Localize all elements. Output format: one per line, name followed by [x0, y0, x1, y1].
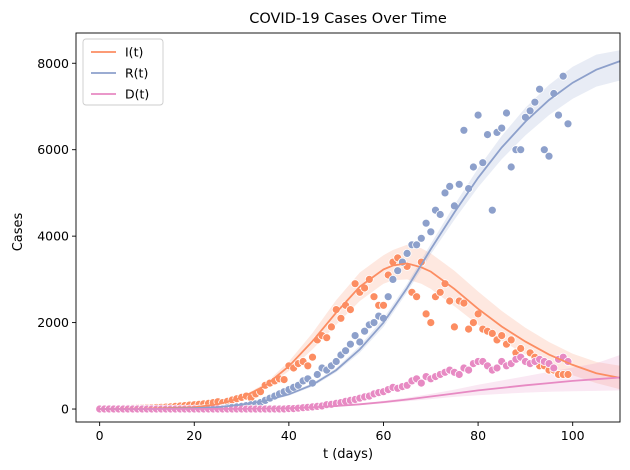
- x-tick-label: 40: [281, 428, 297, 443]
- data-point: [563, 119, 573, 129]
- data-point: [435, 210, 445, 219]
- y-tick-label: 8000: [37, 56, 69, 71]
- x-tick-label: 80: [470, 428, 486, 443]
- confidence-band: [99, 244, 620, 409]
- data-point: [426, 227, 436, 237]
- y-tick-label: 0: [61, 402, 69, 417]
- data-point: [506, 162, 516, 172]
- data-point: [388, 274, 398, 284]
- data-point: [369, 292, 379, 302]
- legend: I(t) R(t) D(t): [82, 38, 164, 106]
- data-point: [416, 233, 426, 243]
- data-point: [331, 357, 341, 366]
- data-point: [497, 331, 507, 341]
- data-point: [412, 240, 422, 250]
- data-point: [445, 296, 455, 306]
- data-point: [435, 287, 445, 297]
- data-point: [478, 158, 488, 168]
- data-point: [445, 181, 455, 191]
- data-point: [440, 188, 450, 198]
- data-point: [454, 370, 464, 379]
- data-point: [459, 125, 469, 135]
- x-axis: 0 20 40 60 80 100: [96, 422, 585, 443]
- data-point: [421, 309, 431, 319]
- data-point: [322, 333, 332, 343]
- confidence-band: [99, 355, 620, 409]
- data-point: [525, 106, 535, 116]
- legend-label: R(t): [125, 66, 148, 81]
- y-tick-label: 4000: [37, 229, 69, 244]
- data-point: [554, 110, 563, 120]
- y-axis: 0 2000 4000 6000 8000: [37, 56, 76, 417]
- data-point: [563, 370, 573, 379]
- data-point: [369, 318, 379, 328]
- data-point: [483, 130, 492, 140]
- data-point: [468, 162, 478, 172]
- data-point: [454, 179, 464, 189]
- data-point: [502, 108, 511, 118]
- data-point: [360, 326, 370, 336]
- data-point: [539, 145, 549, 155]
- data-point: [412, 292, 422, 302]
- data-point: [535, 84, 544, 94]
- x-tick-label: 100: [561, 428, 585, 443]
- axes-frame: [75, 32, 621, 423]
- x-tick-label: 20: [186, 428, 202, 443]
- legend-box: [82, 38, 164, 106]
- data-point: [402, 248, 412, 258]
- data-point: [326, 322, 336, 332]
- x-axis-label: t (days): [323, 447, 373, 462]
- data-point: [487, 205, 497, 215]
- data-point: [345, 339, 355, 349]
- data-point: [530, 97, 540, 107]
- x-tick-label: 60: [376, 428, 392, 443]
- y-tick-label: 2000: [37, 315, 69, 330]
- data-point: [487, 328, 497, 338]
- data-point: [336, 313, 346, 323]
- data-point: [393, 266, 403, 276]
- y-axis-label: Cases: [11, 212, 26, 251]
- data-point: [426, 318, 436, 328]
- data-point: [492, 363, 502, 373]
- data-point: [473, 110, 483, 120]
- fit-line: [99, 262, 621, 410]
- data-point: [308, 352, 317, 362]
- data-point: [440, 279, 450, 289]
- data-point: [549, 363, 559, 373]
- fit-line: [99, 376, 621, 410]
- data-point: [379, 300, 388, 310]
- data-point: [303, 361, 313, 371]
- axes-border: [75, 32, 621, 423]
- data-point: [383, 292, 393, 302]
- data-point: [350, 279, 360, 289]
- data-point: [350, 331, 360, 341]
- fit-line: [99, 60, 621, 410]
- data-point: [468, 318, 478, 328]
- data-point: [459, 298, 469, 308]
- data-point: [497, 123, 507, 133]
- data-point: [416, 378, 426, 388]
- data-point: [449, 322, 459, 332]
- data-point: [312, 370, 322, 379]
- legend-label: I(t): [125, 45, 143, 60]
- data-point: [279, 375, 289, 385]
- data-point: [544, 151, 554, 161]
- data-point: [421, 218, 431, 228]
- data-point: [558, 71, 568, 81]
- x-tick-label: 0: [96, 428, 104, 443]
- y-tick-label: 6000: [37, 142, 69, 157]
- data-point: [355, 337, 365, 347]
- data-point: [516, 344, 526, 353]
- data-point: [341, 346, 351, 356]
- legend-label: D(t): [125, 87, 149, 102]
- data-point: [506, 335, 516, 345]
- chart-title: COVID-19 Cases Over Time: [249, 11, 447, 27]
- data-point: [464, 324, 474, 334]
- plot-area: [95, 50, 621, 414]
- data-point: [464, 365, 474, 375]
- data-point: [516, 145, 526, 155]
- data-point: [345, 305, 355, 315]
